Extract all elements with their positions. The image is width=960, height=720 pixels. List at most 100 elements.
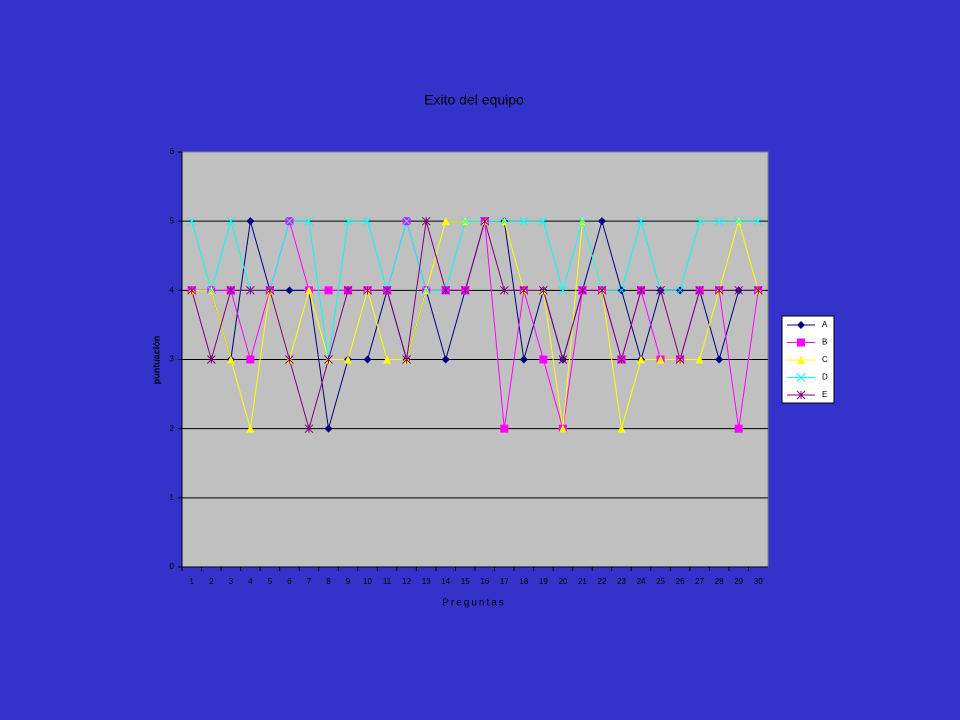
data-point <box>363 285 372 295</box>
x-tick-label: 12 <box>402 577 411 586</box>
data-point <box>499 285 509 295</box>
x-tick-label: 3 <box>229 577 234 586</box>
x-tick-label: 7 <box>307 577 312 586</box>
y-tick-label: 5 <box>170 216 175 225</box>
x-tick-label: 20 <box>558 577 567 586</box>
y-tick-label: 6 <box>170 147 175 156</box>
data-point <box>636 216 646 226</box>
data-point <box>304 216 314 226</box>
x-tick-label: 10 <box>363 577 372 586</box>
x-tick-label: 19 <box>539 577 548 586</box>
data-point <box>480 216 490 226</box>
x-tick-label: 15 <box>461 577 470 586</box>
data-point <box>637 355 646 364</box>
series-line <box>191 219 759 431</box>
data-point <box>402 216 411 226</box>
x-tick-label: 4 <box>248 577 253 586</box>
x-tick-label: 25 <box>656 577 665 586</box>
data-point <box>285 286 294 295</box>
data-point <box>519 216 529 226</box>
data-point <box>675 285 685 295</box>
legend-label: C <box>822 355 828 364</box>
data-point <box>656 285 665 295</box>
data-point <box>441 285 451 295</box>
data-point <box>246 424 255 433</box>
data-point <box>246 217 255 226</box>
x-tick-label: 29 <box>734 577 743 586</box>
data-point <box>421 285 431 295</box>
data-point <box>578 285 587 295</box>
data-point <box>695 355 704 364</box>
data-point <box>695 285 704 295</box>
data-point <box>285 216 294 226</box>
x-tick-label: 30 <box>754 577 763 586</box>
data-point <box>304 424 314 434</box>
data-point <box>617 285 626 295</box>
data-point <box>324 424 333 433</box>
legend-label: A <box>822 320 828 329</box>
legend-label: B <box>822 338 827 347</box>
x-tick-label: 2 <box>209 577 214 586</box>
data-point <box>734 216 744 226</box>
x-axis-label: Preguntas <box>442 598 506 609</box>
legend-label: E <box>822 390 827 399</box>
data-point <box>714 216 724 226</box>
x-tick-label: 5 <box>268 577 273 586</box>
data-point <box>441 217 450 226</box>
x-tick-label: 1 <box>190 577 195 586</box>
y-tick-label: 4 <box>170 285 175 294</box>
data-point <box>558 285 568 295</box>
data-point <box>734 424 743 433</box>
data-point <box>441 355 450 364</box>
data-point <box>285 355 294 364</box>
data-point <box>343 285 353 295</box>
legend-label: D <box>822 373 828 382</box>
x-tick-label: 6 <box>287 577 292 586</box>
data-point <box>226 285 236 295</box>
x-tick-label: 14 <box>441 577 450 586</box>
x-tick-label: 26 <box>676 577 685 586</box>
legend-marker <box>797 321 805 329</box>
legend-marker <box>796 390 806 400</box>
y-tick-label: 1 <box>170 493 175 502</box>
x-tick-label: 9 <box>346 577 351 586</box>
x-tick-label: 16 <box>480 577 489 586</box>
data-point <box>402 355 411 364</box>
data-point <box>226 216 236 226</box>
y-axis-label: puntuación <box>151 336 161 385</box>
data-point <box>499 216 509 226</box>
data-point <box>656 355 665 364</box>
data-point <box>343 216 353 226</box>
data-point <box>539 355 548 364</box>
data-point <box>246 355 255 364</box>
y-tick-label: 2 <box>170 424 175 433</box>
data-point <box>675 355 685 364</box>
y-tick-label: 3 <box>170 355 175 364</box>
y-tick-label: 0 <box>170 562 175 571</box>
data-point <box>558 355 568 364</box>
data-point <box>617 355 626 364</box>
data-point <box>539 285 548 295</box>
data-point <box>753 285 763 295</box>
data-point <box>460 216 470 226</box>
data-point <box>421 216 431 226</box>
data-point <box>636 285 646 295</box>
data-point <box>363 355 372 364</box>
data-point <box>539 216 548 226</box>
data-point <box>578 216 587 226</box>
data-point <box>206 285 216 295</box>
data-point <box>597 217 606 226</box>
x-tick-label: 18 <box>519 577 528 586</box>
data-point <box>265 285 275 295</box>
data-point <box>324 355 333 364</box>
data-point <box>714 285 724 295</box>
x-tick-label: 13 <box>422 577 431 586</box>
data-point <box>753 216 763 226</box>
data-point <box>246 285 255 295</box>
data-point <box>500 424 509 433</box>
data-point <box>206 355 216 364</box>
data-point <box>344 355 353 364</box>
data-point <box>617 424 626 433</box>
data-point <box>519 285 529 295</box>
